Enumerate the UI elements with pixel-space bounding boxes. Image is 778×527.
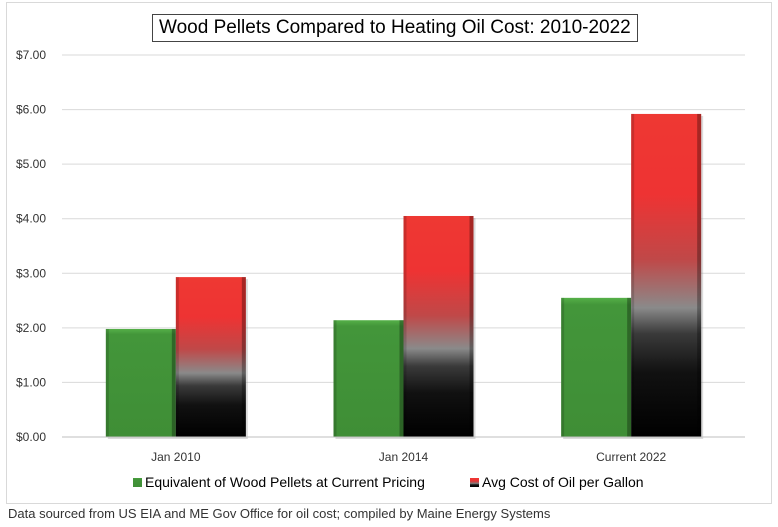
pellet-bar [105, 328, 176, 437]
legend-swatch [470, 478, 479, 487]
bar-bevel [627, 297, 632, 437]
legend-swatch [133, 478, 142, 487]
bar-bevel [403, 215, 407, 437]
bar-bevel [333, 320, 337, 437]
bar-bevel [241, 277, 246, 437]
bar-bevel [105, 328, 109, 437]
legend-label: Avg Cost of Oil per Gallon [482, 474, 644, 490]
legend-label: Equivalent of Wood Pellets at Current Pr… [145, 474, 425, 490]
y-tick-label: $6.00 [16, 103, 46, 117]
bar-bevel [697, 113, 702, 438]
bar-bevel [631, 113, 635, 438]
bar-bevel [469, 215, 474, 437]
bar-bevel [171, 328, 176, 437]
y-tick-label: $1.00 [16, 375, 46, 389]
oil-bar [631, 113, 702, 438]
y-tick-label: $3.00 [16, 266, 46, 280]
oil-bar [403, 215, 474, 437]
bar-bevel [399, 320, 404, 437]
x-tick-label: Jan 2014 [379, 450, 429, 464]
source-note: Data sourced from US EIA and ME Gov Offi… [8, 506, 551, 521]
x-tick-label: Jan 2010 [151, 450, 201, 464]
y-tick-label: $7.00 [16, 48, 46, 62]
y-tick-label: $5.00 [16, 157, 46, 171]
bar-bevel [175, 277, 179, 437]
pellet-bar [333, 320, 404, 437]
chart-title: Wood Pellets Compared to Heating Oil Cos… [152, 14, 638, 42]
chart-frame [6, 2, 772, 504]
y-tick-label: $0.00 [16, 430, 46, 444]
oil-bar [175, 277, 246, 437]
pellet-bar [561, 297, 632, 437]
y-tick-label: $4.00 [16, 212, 46, 226]
y-tick-label: $2.00 [16, 321, 46, 335]
bar-bevel [561, 297, 565, 437]
x-tick-label: Current 2022 [596, 450, 666, 464]
